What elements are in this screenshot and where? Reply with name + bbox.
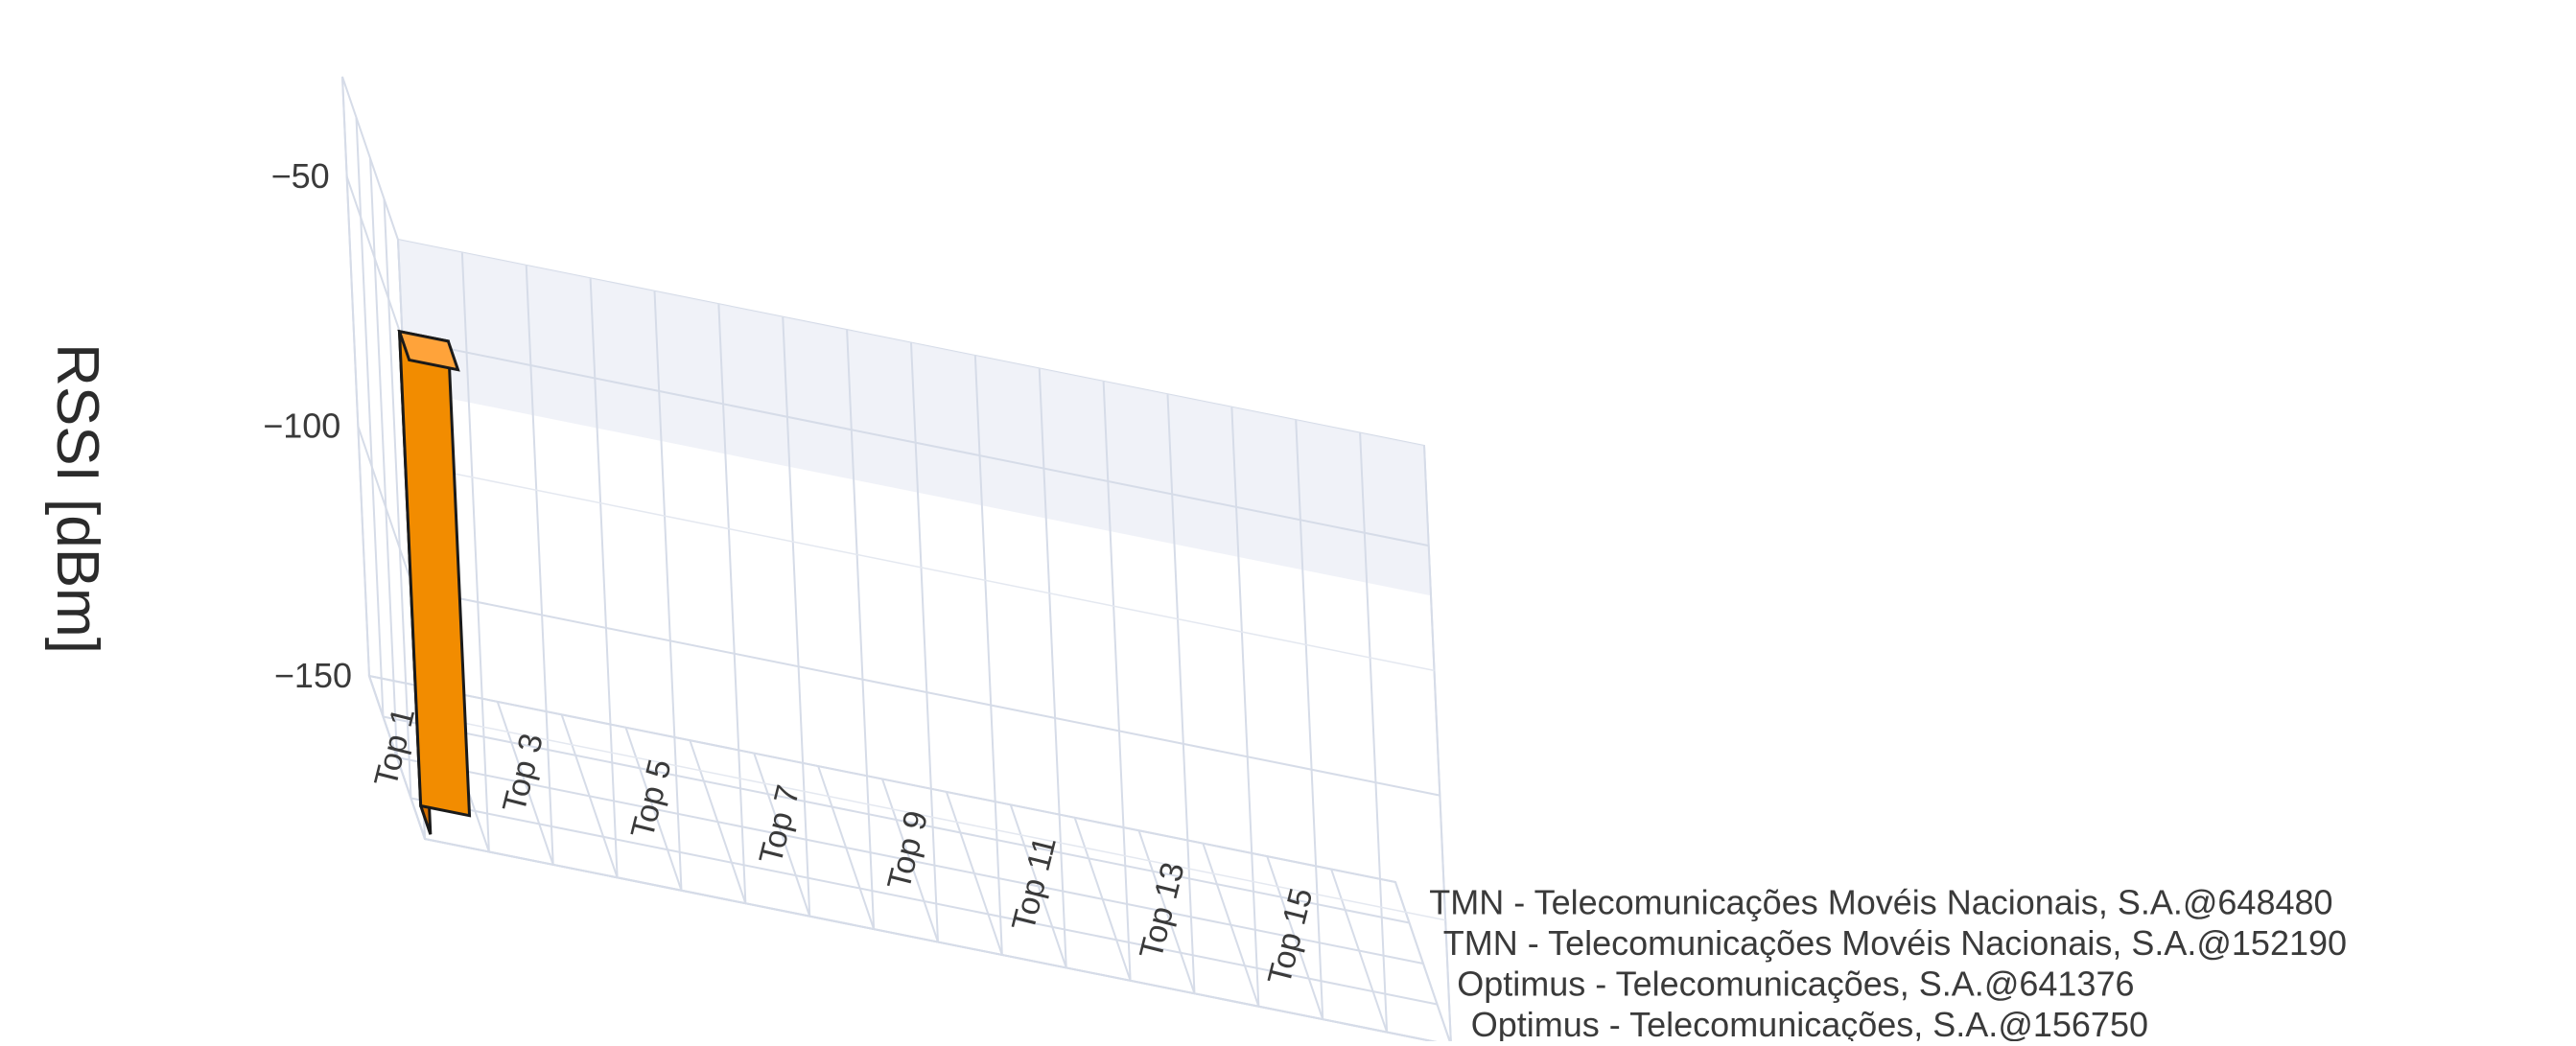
z-tick-label: −150 [274,656,352,695]
grid-line-z-back [402,338,1429,547]
z-tick-label: −100 [263,407,340,446]
grid-line-z-back-minor [419,713,1446,921]
grid-line-z-back [424,838,1452,1046]
y-tick-label: Optimus - Telecomunicações, S.A.@156750 [1471,1005,2148,1041]
y-tick-label: Optimus - Telecomunicações, S.A.@641376 [1457,964,2134,1003]
grid-line-z-left [368,675,426,840]
grid-line-z-back-minor [408,463,1435,672]
grid-line-floor-y [410,797,1438,1006]
z-tick-label: −50 [271,156,330,196]
z-axis-title: RSSI [dBm] [44,343,110,654]
grid-line-z-back [413,588,1440,797]
chart-bars [397,329,472,835]
bar-face-top [397,329,460,372]
y-tick-label: TMN - Telecomunicações Movéis Nacionais,… [1443,923,2347,963]
grid-line-floor-y [368,675,1396,883]
chart-grid [341,76,1452,1046]
grid-line-floor-y [396,756,1424,965]
grid-line-floor-y [383,715,1410,924]
grid-line-z-left [357,426,415,590]
y-tick-label: TMN - Telecomunicações Movéis Nacionais,… [1429,882,2332,921]
grid-line-z-left [345,175,404,340]
